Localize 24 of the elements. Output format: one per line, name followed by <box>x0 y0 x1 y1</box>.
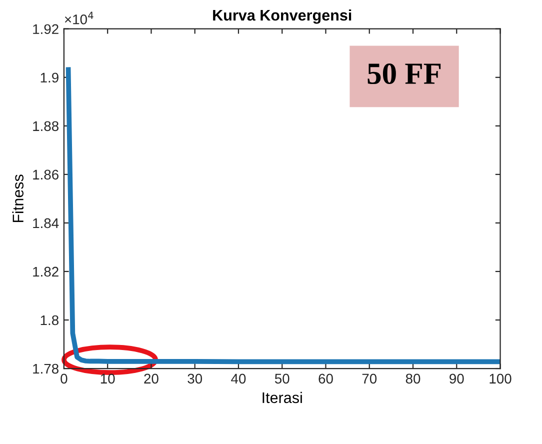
y-tick-label: 1.78 <box>33 364 58 374</box>
x-tick-label: 90 <box>450 374 464 384</box>
y-axis-title: Fitness <box>12 174 24 222</box>
y-tick-label: 1.92 <box>33 24 58 34</box>
y-tick-label: 1.84 <box>33 218 59 228</box>
x-tick-label: 100 <box>490 374 512 384</box>
text: ×10$^{4}$ <box>64 12 94 24</box>
x-tick-label: 50 <box>274 374 290 384</box>
x-axis-title: Iterasi <box>262 392 302 404</box>
annotation: 50 FF <box>368 63 441 84</box>
x-tick-label: 30 <box>188 374 202 384</box>
x-tick-label: 20 <box>144 374 158 384</box>
x-tick-label: 40 <box>231 374 246 384</box>
y-tick-label: 1.86 <box>33 170 58 180</box>
y-tick-label: 1.8 <box>40 315 58 326</box>
y-tick-label: 1.88 <box>33 121 58 132</box>
x-tick-label: 70 <box>362 374 377 384</box>
x-tick-label: 80 <box>406 374 420 384</box>
y-tick-label: 1.82 <box>33 266 58 277</box>
x-tick-label: 60 <box>318 374 333 384</box>
x-tick-label: 0 <box>60 374 68 384</box>
x-tick-label: 10 <box>100 374 115 384</box>
y-tick-label: 1.9 <box>40 72 58 83</box>
chart-title: Kurva Konvergensi <box>213 9 352 24</box>
